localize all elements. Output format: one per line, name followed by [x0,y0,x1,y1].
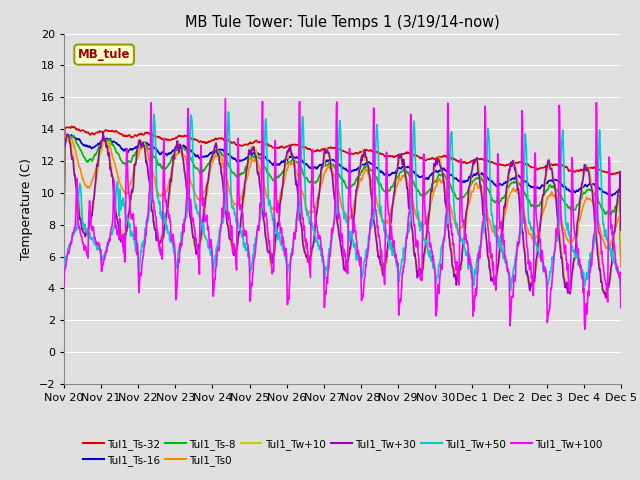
Line: Tul1_Tw+50: Tul1_Tw+50 [64,112,621,293]
Tul1_Ts-32 [68,123,76,129]
Y-axis label: Temperature (C): Temperature (C) [20,158,33,260]
Tul1_Ts-16 [551,177,559,182]
Tul1_Tw+50 [225,109,232,115]
Tul1_Ts-8 [617,257,625,263]
Tul1_Ts-16 [502,180,509,185]
Tul1_Ts-32 [429,156,437,161]
Tul1_Ts0 [65,132,72,138]
Tul1_Tw+30 [617,228,625,233]
Tul1_Ts-8 [502,192,509,197]
Line: Tul1_Tw+30: Tul1_Tw+30 [64,133,621,298]
Tul1_Tw+50 [429,265,437,271]
Tul1_Ts-8 [246,156,254,162]
Tul1_Tw+100 [617,305,625,311]
Tul1_Ts0 [246,163,254,169]
Tul1_Tw+100 [551,246,559,252]
Tul1_Tw+50 [617,290,625,296]
Tul1_Tw+30 [429,171,437,177]
Tul1_Tw+10 [171,155,179,160]
Tul1_Ts-32 [60,216,68,221]
Tul1_Ts-16 [246,152,254,158]
Line: Tul1_Ts-16: Tul1_Ts-16 [64,135,621,255]
Tul1_Tw+50 [184,206,191,212]
Tul1_Tw+10 [617,239,625,244]
Tul1_Tw+10 [60,208,68,214]
Tul1_Ts-32 [551,162,559,168]
Tul1_Tw+50 [170,251,178,257]
Legend: Tul1_Ts-32, Tul1_Ts-16, Tul1_Ts-8, Tul1_Ts0, Tul1_Tw+10, Tul1_Tw+30, Tul1_Tw+50,: Tul1_Ts-32, Tul1_Ts-16, Tul1_Ts-8, Tul1_… [79,435,606,470]
Tul1_Ts0 [551,194,559,200]
Tul1_Tw+100 [429,253,437,259]
Tul1_Tw+30 [602,295,609,301]
Tul1_Tw+30 [246,148,254,154]
Tul1_Tw+30 [99,130,107,136]
Tul1_Tw+50 [551,247,559,253]
Title: MB Tule Tower: Tule Temps 1 (3/19/14-now): MB Tule Tower: Tule Temps 1 (3/19/14-now… [185,15,500,30]
Tul1_Ts-16 [60,221,68,227]
Tul1_Tw+100 [221,96,229,102]
Tul1_Tw+10 [551,184,559,190]
Tul1_Tw+50 [246,267,254,273]
Line: Tul1_Ts0: Tul1_Ts0 [64,135,621,267]
Tul1_Tw+50 [502,261,509,266]
Tul1_Ts-32 [184,133,192,139]
Tul1_Tw+10 [246,145,254,151]
Tul1_Ts0 [184,166,192,171]
Tul1_Tw+50 [60,279,68,285]
Tul1_Ts-32 [502,162,509,168]
Tul1_Tw+100 [581,326,589,332]
Tul1_Tw+10 [429,180,437,186]
Tul1_Tw+100 [170,240,178,246]
Tul1_Ts-16 [184,146,192,152]
Tul1_Ts0 [171,156,179,162]
Tul1_Tw+10 [184,200,192,205]
Tul1_Tw+30 [171,149,179,155]
Text: MB_tule: MB_tule [78,48,131,61]
Tul1_Tw+30 [551,187,559,192]
Tul1_Tw+10 [602,292,609,298]
Tul1_Ts0 [60,222,68,228]
Tul1_Tw+100 [60,284,68,289]
Tul1_Ts-8 [184,153,192,159]
Tul1_Ts-16 [68,132,76,138]
Line: Tul1_Tw+10: Tul1_Tw+10 [64,135,621,295]
Tul1_Ts-16 [171,147,179,153]
Tul1_Ts-8 [551,185,559,191]
Tul1_Ts-8 [60,224,68,229]
Line: Tul1_Ts-32: Tul1_Ts-32 [64,126,621,244]
Tul1_Tw+10 [63,132,70,138]
Tul1_Ts-8 [70,133,77,139]
Tul1_Ts-8 [171,150,179,156]
Tul1_Ts-32 [617,241,625,247]
Tul1_Ts-8 [429,180,437,186]
Tul1_Ts-16 [617,252,625,258]
Tul1_Ts-16 [429,171,437,177]
Tul1_Ts0 [502,208,509,214]
Line: Tul1_Tw+100: Tul1_Tw+100 [64,99,621,329]
Tul1_Ts-32 [246,140,254,145]
Tul1_Tw+10 [502,200,509,206]
Tul1_Tw+30 [502,194,509,200]
Tul1_Ts0 [429,192,437,197]
Tul1_Tw+30 [60,211,68,216]
Tul1_Tw+100 [246,296,254,302]
Tul1_Ts0 [617,264,625,270]
Tul1_Ts-32 [171,136,179,142]
Tul1_Tw+100 [502,257,509,263]
Tul1_Tw+100 [184,111,191,117]
Line: Tul1_Ts-8: Tul1_Ts-8 [64,136,621,260]
Tul1_Tw+30 [184,198,192,204]
